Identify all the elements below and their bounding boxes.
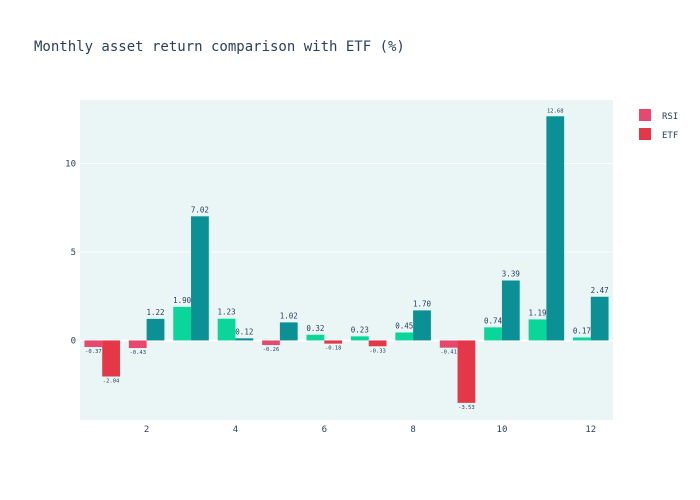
x-tick-label: 4 (233, 425, 238, 435)
bar-label-rsi-8: 0.45 (395, 321, 413, 330)
bar-etf-11[interactable] (546, 116, 565, 341)
bar-label-etf-6: -0.18 (325, 346, 342, 352)
bar-label-rsi-12: 0.17 (573, 326, 591, 335)
bar-rsi-4[interactable] (217, 318, 236, 341)
bar-label-etf-1: -2.04 (103, 379, 120, 385)
bar-rsi-11[interactable] (528, 319, 547, 341)
bar-label-etf-4: 0.12 (235, 327, 253, 336)
y-tick-label: 0 (71, 336, 76, 346)
bar-rsi-5[interactable] (262, 340, 280, 346)
bar-labels: -0.37 -0.43 1.90 1.23 -0.26 0.32 0.23 0.45 -0.41… (85, 108, 609, 411)
bar-etf-12[interactable] (590, 296, 609, 341)
bar-label-etf-5: 1.02 (280, 311, 298, 320)
bar-label-rsi-10: 0.74 (484, 316, 503, 325)
legend: RSI ETF (639, 109, 678, 141)
bar-rsi-8[interactable] (395, 332, 414, 341)
bar-label-rsi-3: 1.90 (173, 296, 192, 305)
bar-label-rsi-4: 1.23 (218, 308, 236, 317)
x-axis: 2 4 6 8 10 12 (144, 425, 596, 435)
x-tick-label: 8 (410, 425, 415, 435)
bar-rsi-6[interactable] (306, 334, 325, 341)
bar-etf-7[interactable] (368, 340, 387, 347)
bar-label-etf-8: 1.70 (413, 299, 432, 308)
bars (84, 116, 609, 403)
x-tick-label: 2 (144, 425, 149, 435)
grid-lines (80, 163, 613, 342)
bar-etf-4[interactable] (235, 338, 254, 341)
x-tick-label: 12 (585, 425, 596, 435)
bar-label-etf-3: 7.02 (191, 205, 209, 214)
bar-label-etf-2: 1.22 (146, 308, 164, 317)
bar-rsi-12[interactable] (573, 337, 591, 341)
bar-etf-8[interactable] (413, 310, 431, 341)
bar-rsi-10[interactable] (484, 327, 502, 341)
bar-label-rsi-7: 0.23 (351, 325, 369, 334)
legend-swatch-rsi (639, 109, 651, 121)
y-axis: 0 5 10 (65, 160, 76, 347)
bar-etf-3[interactable] (191, 216, 209, 341)
bar-label-etf-11: 12.68 (547, 108, 564, 114)
legend-label-etf: ETF (662, 131, 678, 141)
plot-background (80, 100, 613, 420)
bar-label-rsi-1: -0.37 (85, 349, 102, 355)
y-tick-label: 10 (65, 160, 76, 170)
bar-rsi-3[interactable] (173, 306, 192, 341)
bar-label-etf-12: 2.47 (591, 286, 609, 295)
bar-rsi-1[interactable] (84, 340, 103, 347)
bar-label-rsi-9: -0.41 (440, 350, 457, 356)
chart-title: Monthly asset return comparison with ETF… (34, 39, 405, 55)
bar-label-rsi-5: -0.26 (263, 347, 280, 353)
bar-etf-5[interactable] (279, 322, 298, 341)
bar-etf-2[interactable] (146, 318, 165, 341)
x-tick-label: 10 (497, 425, 508, 435)
bar-label-rsi-2: -0.43 (129, 350, 146, 356)
bar-label-rsi-6: 0.32 (306, 324, 324, 333)
legend-item-rsi[interactable]: RSI (639, 109, 678, 122)
bar-rsi-7[interactable] (350, 336, 369, 341)
bar-etf-6[interactable] (324, 340, 343, 344)
legend-swatch-etf (639, 128, 651, 140)
legend-label-rsi: RSI (662, 112, 678, 122)
bar-label-rsi-11: 1.19 (528, 308, 546, 317)
bar-rsi-2[interactable] (128, 340, 147, 349)
legend-item-etf[interactable]: ETF (639, 128, 678, 141)
bar-etf-1[interactable] (102, 340, 120, 377)
bar-label-etf-9: -3.53 (458, 405, 475, 411)
bar-label-etf-7: -0.33 (369, 348, 386, 354)
bar-etf-10[interactable] (501, 280, 520, 341)
bar-rsi-9[interactable] (439, 340, 458, 348)
bar-etf-9[interactable] (457, 340, 476, 403)
y-tick-label: 5 (71, 248, 76, 258)
x-tick-label: 6 (322, 425, 327, 435)
bar-label-etf-10: 3.39 (502, 270, 520, 279)
